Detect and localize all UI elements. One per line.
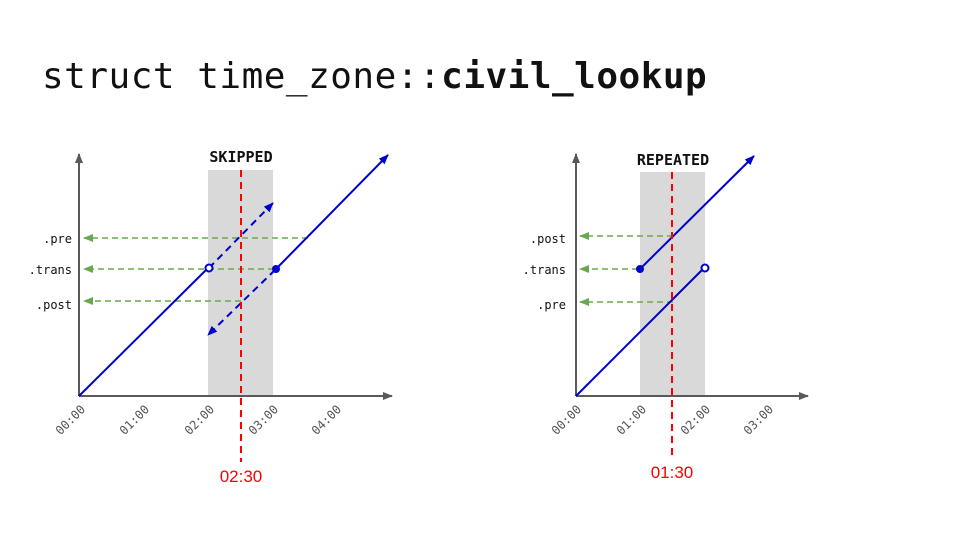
- skipped-tick-0: 00:00: [53, 402, 88, 437]
- skipped-label-post: .post: [36, 298, 72, 312]
- skipped-tick-1: 01:00: [117, 402, 152, 437]
- skipped-filled-point: [272, 265, 280, 273]
- skipped-marker-label: 02:30: [220, 467, 263, 486]
- skipped-diagram: SKIPPED 02:30 .pre .trans .post 00:00 01…: [29, 148, 393, 486]
- repeated-open-point: [700, 263, 710, 273]
- title-prefix: struct time_zone::: [42, 56, 442, 97]
- slide-title: struct time_zone::civil_lookup: [42, 56, 707, 97]
- repeated-label-post: .post: [530, 232, 566, 246]
- skipped-label-trans: .trans: [29, 263, 72, 277]
- skipped-heading: SKIPPED: [209, 148, 272, 166]
- repeated-line-before: [575, 269, 703, 397]
- repeated-tick-1: 01:00: [614, 402, 649, 437]
- repeated-heading: REPEATED: [637, 151, 709, 169]
- repeated-marker-label: 01:30: [651, 463, 694, 482]
- skipped-tick-4: 04:00: [309, 402, 344, 437]
- repeated-label-trans: .trans: [523, 263, 566, 277]
- repeated-diagram: REPEATED 01:30 .post .trans .pre 00:00 0…: [523, 151, 809, 482]
- repeated-tick-3: 03:00: [741, 402, 776, 437]
- skipped-line-before: [78, 269, 207, 397]
- skipped-tick-2: 02:00: [182, 402, 217, 437]
- repeated-tick-0: 00:00: [549, 402, 584, 437]
- repeated-label-pre: .pre: [537, 298, 566, 312]
- skipped-tick-3: 03:00: [246, 402, 281, 437]
- skipped-dashed-up: [208, 202, 274, 269]
- skipped-line-after: [275, 154, 389, 270]
- repeated-tick-2: 02:00: [678, 402, 713, 437]
- title-bold: civil_lookup: [441, 56, 708, 97]
- repeated-line-after: [639, 155, 755, 270]
- skipped-label-pre: .pre: [43, 232, 72, 246]
- skipped-dashed-down: [207, 269, 276, 336]
- skipped-open-point: [204, 263, 214, 273]
- repeated-filled-point: [636, 265, 644, 273]
